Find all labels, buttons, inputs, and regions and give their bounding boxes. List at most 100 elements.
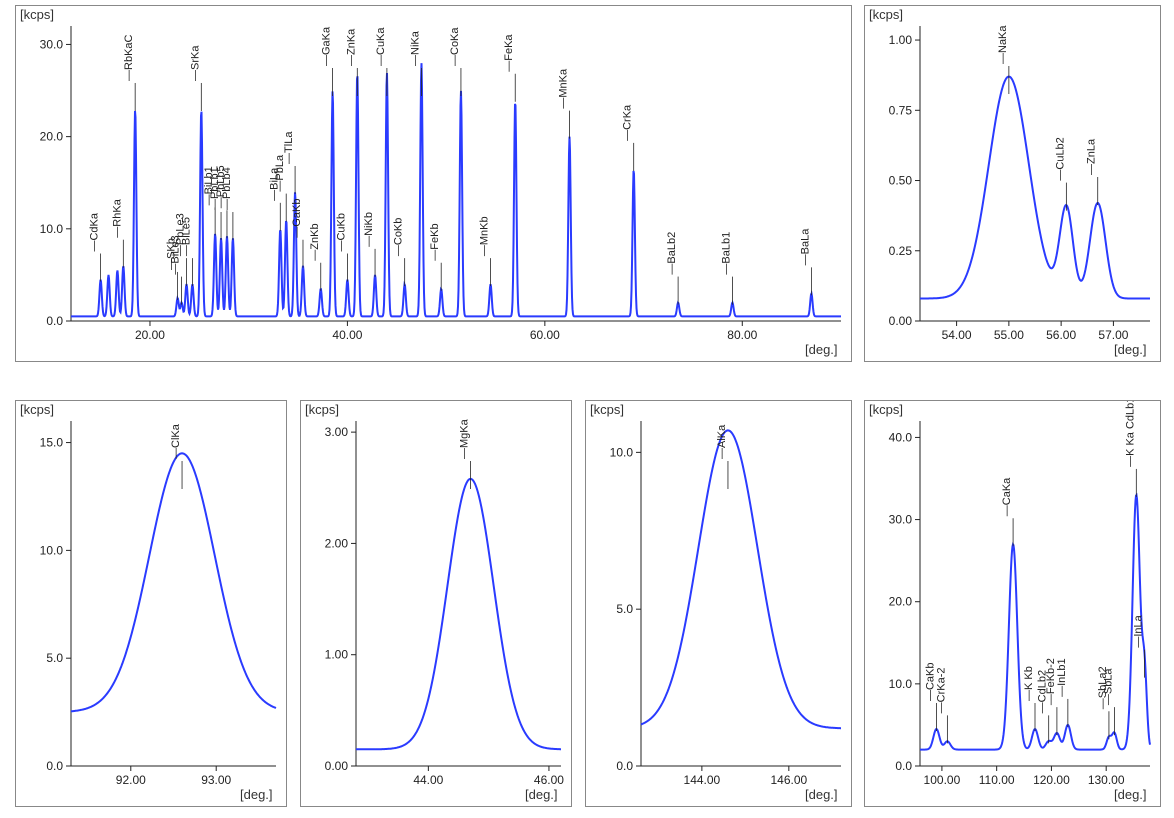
y-axis-unit: [kcps] xyxy=(869,402,903,417)
svg-text:0.00: 0.00 xyxy=(325,759,349,773)
svg-text:92.00: 92.00 xyxy=(116,773,146,787)
svg-text:0.0: 0.0 xyxy=(46,759,63,773)
y-axis-unit: [kcps] xyxy=(869,7,903,22)
svg-text:60.00: 60.00 xyxy=(530,328,560,342)
svg-text:—BaLb2: —BaLb2 xyxy=(666,232,678,275)
svg-text:—BiLe5: —BiLe5 xyxy=(180,217,192,256)
svg-text:—TlLa: —TlLa xyxy=(283,131,295,164)
svg-text:—CoKb: —CoKb xyxy=(393,218,405,257)
svg-text:—FeKb: —FeKb xyxy=(429,223,441,260)
svg-text:100.00: 100.00 xyxy=(924,773,961,787)
spectrum-panel-cl: 0.0 5.0 10.0 15.0 92.00 93.00 —ClKa xyxy=(15,400,287,807)
svg-text:—NaKa: —NaKa xyxy=(997,25,1009,64)
svg-text:—CaKa: —CaKa xyxy=(1001,477,1013,516)
svg-text:2.00: 2.00 xyxy=(325,536,349,550)
x-axis-unit: [deg.] xyxy=(805,342,838,357)
svg-text:120.00: 120.00 xyxy=(1033,773,1070,787)
svg-text:—CrKa-2: —CrKa-2 xyxy=(935,668,947,714)
svg-text:—MnKa: —MnKa xyxy=(558,68,570,109)
svg-text:—FeKa: —FeKa xyxy=(503,34,515,72)
x-axis-unit: [deg.] xyxy=(805,787,838,802)
svg-text:10.0: 10.0 xyxy=(889,677,913,691)
svg-text:—RhKa: —RhKa xyxy=(111,198,123,237)
svg-text:0.0: 0.0 xyxy=(895,759,912,773)
svg-text:144.00: 144.00 xyxy=(684,773,721,787)
svg-text:55.00: 55.00 xyxy=(994,328,1024,342)
svg-text:44.00: 44.00 xyxy=(413,773,443,787)
svg-text:54.00: 54.00 xyxy=(942,328,972,342)
svg-text:10.0: 10.0 xyxy=(40,543,64,557)
svg-text:0.25: 0.25 xyxy=(889,244,913,258)
svg-text:146.00: 146.00 xyxy=(770,773,807,787)
svg-text:20.0: 20.0 xyxy=(40,130,64,144)
svg-text:—AlKa: —AlKa xyxy=(716,424,728,459)
svg-text:—MgKa: —MgKa xyxy=(459,418,471,459)
svg-text:—CrKa: —CrKa xyxy=(622,104,634,141)
svg-text:—K Ka CdLb1: —K Ka CdLb1 xyxy=(1124,401,1136,467)
svg-text:—PbLb4: —PbLb4 xyxy=(221,167,233,210)
svg-text:—SbLa: —SbLa xyxy=(1102,668,1114,706)
svg-text:—ZnLa: —ZnLa xyxy=(1086,138,1098,175)
svg-text:—CoKa: —CoKa xyxy=(449,27,461,66)
svg-text:40.00: 40.00 xyxy=(332,328,362,342)
x-axis-unit: [deg.] xyxy=(1114,342,1147,357)
svg-text:0.75: 0.75 xyxy=(889,103,913,117)
spectrum-curve xyxy=(920,77,1150,299)
x-axis-unit: [deg.] xyxy=(525,787,558,802)
svg-text:30.0: 30.0 xyxy=(889,513,913,527)
svg-text:—ZnKb: —ZnKb xyxy=(309,223,321,260)
svg-text:—ClKa: —ClKa xyxy=(170,423,182,459)
svg-text:0.50: 0.50 xyxy=(889,174,913,188)
y-axis-unit: [kcps] xyxy=(305,402,339,417)
svg-text:—NiKb: —NiKb xyxy=(363,212,375,247)
svg-text:—InLb1: —InLb1 xyxy=(1056,658,1068,697)
spectrum-panel-al: 0.0 5.0 10.0 144.00 146.00 —AlKa xyxy=(585,400,852,807)
svg-text:—CuLb2: —CuLb2 xyxy=(1054,137,1066,180)
svg-text:—CdKa: —CdKa xyxy=(89,212,101,251)
y-axis-unit: [kcps] xyxy=(20,7,54,22)
y-axis-unit: [kcps] xyxy=(20,402,54,417)
svg-text:3.00: 3.00 xyxy=(325,425,349,439)
y-axis-unit: [kcps] xyxy=(590,402,624,417)
svg-text:5.0: 5.0 xyxy=(616,602,633,616)
svg-text:10.0: 10.0 xyxy=(40,222,64,236)
svg-text:—InLa: —InLa xyxy=(1133,614,1145,647)
svg-text:5.0: 5.0 xyxy=(46,651,63,665)
spectrum-curve xyxy=(641,430,841,728)
svg-text:56.00: 56.00 xyxy=(1046,328,1076,342)
svg-text:30.0: 30.0 xyxy=(40,37,64,51)
svg-text:0.0: 0.0 xyxy=(616,759,633,773)
svg-text:—ZnKa: —ZnKa xyxy=(345,28,357,66)
svg-text:110.00: 110.00 xyxy=(979,773,1015,787)
svg-text:—K Kb: —K Kb xyxy=(1023,666,1035,701)
svg-text:1.00: 1.00 xyxy=(325,648,349,662)
svg-text:20.0: 20.0 xyxy=(889,595,913,609)
svg-text:93.00: 93.00 xyxy=(201,773,231,787)
svg-text:57.00: 57.00 xyxy=(1098,328,1128,342)
svg-text:—NiKa: —NiKa xyxy=(409,30,421,66)
svg-text:—CuKa: —CuKa xyxy=(375,27,387,66)
svg-text:80.00: 80.00 xyxy=(727,328,757,342)
svg-text:130.00: 130.00 xyxy=(1088,773,1125,787)
spectrum-curve xyxy=(71,453,276,711)
svg-text:—MnKb: —MnKb xyxy=(479,216,491,256)
svg-text:46.00: 46.00 xyxy=(534,773,564,787)
x-axis-unit: [deg.] xyxy=(1114,787,1147,802)
svg-text:—GaKa: —GaKa xyxy=(321,26,333,66)
svg-text:—GaKb: —GaKb xyxy=(291,199,303,238)
svg-text:20.00: 20.00 xyxy=(135,328,165,342)
svg-text:—SrKa: —SrKa xyxy=(189,45,201,81)
svg-text:40.0: 40.0 xyxy=(889,430,913,444)
svg-text:—CuKb: —CuKb xyxy=(335,213,347,252)
svg-text:15.0: 15.0 xyxy=(40,436,64,450)
spectrum-curve xyxy=(356,479,561,749)
svg-text:0.00: 0.00 xyxy=(889,314,913,328)
spectrum-panel-mg: 0.00 1.00 2.00 3.00 44.00 46.00 —MgKa xyxy=(300,400,572,807)
x-axis-unit: [deg.] xyxy=(240,787,273,802)
svg-text:—BaLa: —BaLa xyxy=(799,228,811,266)
svg-text:10.0: 10.0 xyxy=(610,445,634,459)
spectrum-panel-na: 0.00 0.25 0.50 0.75 1.00 54.00 55.00 56.00 57.00… xyxy=(864,5,1161,362)
svg-text:—BaLb1: —BaLb1 xyxy=(720,232,732,275)
svg-text:0.0: 0.0 xyxy=(46,314,63,328)
svg-text:1.00: 1.00 xyxy=(889,33,913,47)
